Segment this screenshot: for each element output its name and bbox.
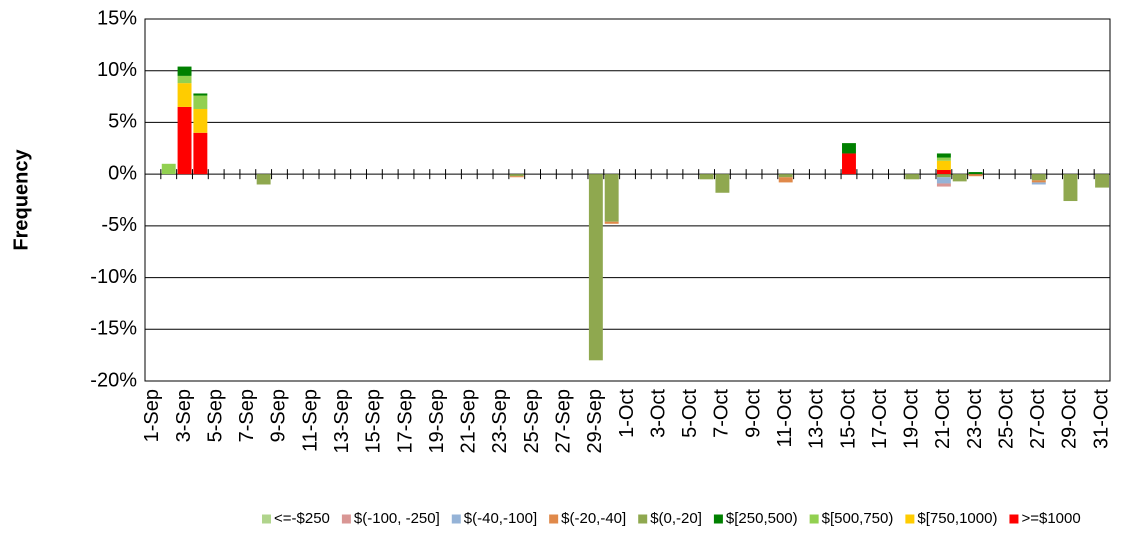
x-tick-label: 5-Sep — [204, 389, 226, 442]
legend-swatch — [638, 514, 648, 524]
x-tick-label: 23-Sep — [489, 389, 511, 454]
legend-label: $(0,-20] — [650, 510, 702, 527]
bar — [1031, 182, 1046, 185]
x-tick-label: 31-Oct — [1090, 389, 1112, 449]
legend-label: $[500,750) — [822, 510, 894, 527]
bar — [193, 132, 208, 175]
x-tick-label: 1-Oct — [616, 389, 638, 438]
bar — [842, 143, 856, 154]
x-tick-label: 29-Sep — [584, 389, 606, 454]
x-tick-label: 21-Oct — [932, 389, 954, 449]
bar — [1031, 180, 1046, 183]
x-tick-label: 9-Sep — [268, 389, 290, 442]
x-tick-label: 27-Oct — [1027, 389, 1049, 449]
y-tick-label: -20% — [90, 369, 137, 391]
y-tick-label: -15% — [90, 318, 137, 340]
legend-label: $(-20,-40] — [561, 510, 626, 527]
bar — [177, 66, 192, 76]
x-tick-label: 9-Oct — [742, 389, 764, 438]
legend-label: >=$1000 — [1021, 510, 1080, 527]
y-tick-label: 15% — [97, 7, 137, 29]
x-tick-label: 17-Sep — [394, 389, 416, 454]
y-tick-label: -5% — [101, 214, 137, 236]
x-tick-label: 13-Oct — [806, 389, 828, 449]
x-tick-label: 27-Sep — [553, 389, 575, 454]
bar — [604, 174, 619, 222]
bar — [936, 153, 951, 158]
bar — [715, 174, 730, 193]
legend-swatch — [713, 514, 723, 524]
x-tick-label: 3-Sep — [173, 389, 195, 442]
x-tick-label: 5-Oct — [679, 389, 701, 438]
x-tick-label: 7-Sep — [236, 389, 258, 442]
bar — [509, 176, 524, 178]
bar — [936, 157, 951, 161]
x-tick-label: 7-Oct — [711, 389, 733, 438]
bar — [936, 160, 951, 171]
bar — [936, 170, 951, 175]
bar — [842, 153, 856, 175]
legend-swatch — [905, 514, 915, 524]
bar — [604, 221, 619, 224]
bar — [905, 174, 920, 180]
bar — [699, 174, 714, 180]
legend-swatch — [262, 514, 271, 524]
y-tick-label: 5% — [108, 111, 137, 133]
legend-label: $(-100, -250] — [354, 510, 440, 527]
x-tick-label: 17-Oct — [869, 389, 891, 449]
x-tick-label: 29-Oct — [1059, 389, 1081, 449]
legend-swatch — [809, 514, 819, 524]
bar — [509, 174, 524, 177]
bar — [1063, 174, 1078, 202]
x-tick-label: 11-Sep — [299, 389, 321, 452]
bar — [1095, 174, 1110, 188]
bar — [778, 177, 793, 183]
y-axis-title: Frequency — [10, 149, 32, 251]
bar — [968, 172, 983, 175]
legend-swatch — [341, 514, 351, 524]
bar — [936, 183, 951, 187]
legend-swatch — [451, 514, 461, 524]
legend-label: $[250,500) — [726, 510, 798, 527]
legend-swatch — [549, 514, 559, 524]
bar — [952, 174, 967, 182]
y-tick-label: 10% — [97, 59, 137, 81]
bar — [936, 177, 951, 184]
bar — [1031, 174, 1046, 181]
x-tick-label: 15-Sep — [363, 389, 385, 454]
bar — [177, 106, 192, 175]
bar — [193, 108, 208, 133]
bar — [778, 174, 793, 178]
x-tick-label: 15-Oct — [837, 389, 859, 449]
x-tick-label: 25-Sep — [521, 389, 543, 454]
bar — [177, 83, 192, 107]
x-tick-label: 21-Sep — [458, 389, 480, 454]
x-tick-label: 25-Oct — [995, 389, 1017, 449]
bar — [968, 174, 983, 177]
x-tick-label: 19-Oct — [901, 389, 923, 449]
bar — [936, 174, 951, 178]
x-tick-label: 23-Oct — [964, 389, 986, 449]
x-tick-label: 19-Sep — [426, 389, 448, 454]
bar — [161, 163, 176, 175]
bar — [177, 75, 192, 84]
legend-label: $(-40,-100] — [464, 510, 537, 527]
x-tick-label: 1-Sep — [141, 389, 163, 442]
y-tick-label: 0% — [108, 162, 137, 184]
legend-label: <=-$250 — [274, 510, 330, 527]
bar — [193, 95, 208, 109]
bar — [588, 174, 603, 361]
x-tick-label: 13-Sep — [331, 389, 353, 454]
bar — [193, 93, 208, 96]
x-tick-label: 11-Oct — [774, 389, 796, 448]
plot-frame — [144, 18, 1111, 382]
legend-label: $[750,1000) — [917, 510, 997, 527]
x-tick-label: 3-Oct — [647, 389, 669, 438]
y-tick-label: -10% — [90, 266, 137, 288]
legend-swatch — [1009, 514, 1019, 524]
bar — [256, 174, 271, 185]
